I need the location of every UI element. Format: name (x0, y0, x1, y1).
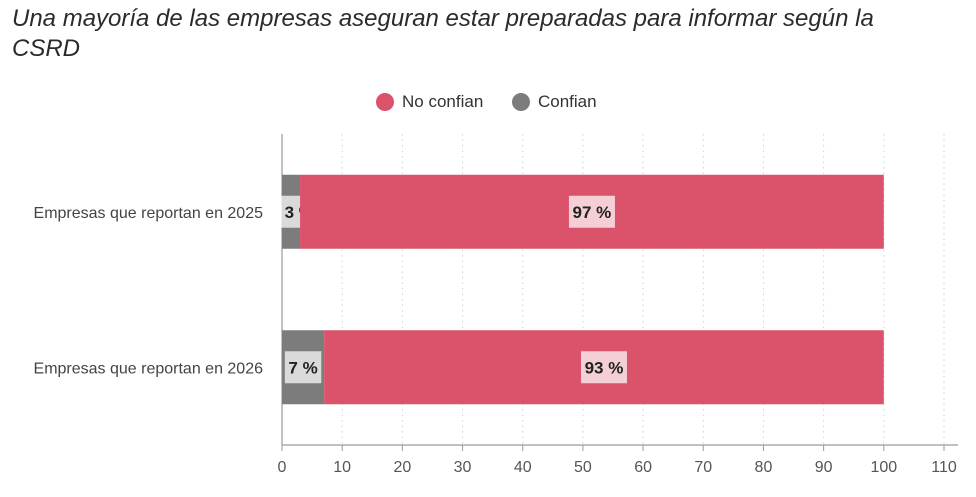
x-tick-label-70: 70 (694, 459, 712, 476)
legend-label-confian: Confian (538, 92, 597, 111)
x-tick-label-110: 110 (931, 459, 957, 476)
legend-swatch-no-confian (376, 93, 394, 111)
x-tick-label-20: 20 (393, 459, 411, 476)
data-label-no-confian-1: 97 % (573, 203, 612, 222)
legend-item-confian[interactable]: Confian (512, 88, 597, 116)
x-tick-label-100: 100 (870, 459, 897, 476)
x-tick-label-0: 0 (278, 459, 287, 476)
category-label-2: Empresas que reportan en 2026 (34, 360, 264, 377)
data-label-bg-no-confian-2 (580, 351, 627, 384)
legend-label-no-confian: No confian (402, 92, 484, 111)
x-tick-label-30: 30 (454, 459, 472, 476)
data-label-bg-confian-2 (284, 351, 322, 384)
data-label-confian-2: 7 % (288, 358, 317, 377)
x-tick-label-90: 90 (815, 459, 833, 476)
x-tick-label-80: 80 (755, 459, 773, 476)
category-label-1: Empresas que reportan en 2025 (34, 205, 264, 222)
legend-item-no-confian[interactable]: No confian (376, 88, 483, 116)
x-tick-label-40: 40 (514, 459, 532, 476)
data-label-no-confian-2: 93 % (585, 358, 624, 377)
chart-title: Una mayoría de las empresas aseguran est… (12, 5, 874, 62)
data-label-bg-no-confian-1 (568, 195, 615, 228)
x-tick-label-50: 50 (574, 459, 592, 476)
x-tick-label-10: 10 (333, 459, 351, 476)
x-tick-label-60: 60 (634, 459, 652, 476)
legend-swatch-confian (512, 93, 530, 111)
legend: No confian Confian (0, 88, 976, 116)
